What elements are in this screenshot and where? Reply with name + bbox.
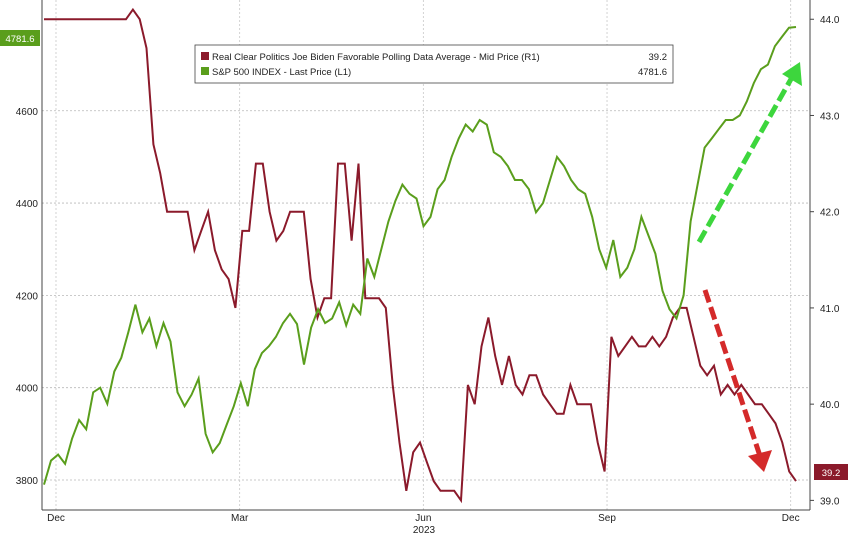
x-tick-label: Dec [782, 513, 800, 524]
red-trend-arrow [702, 289, 772, 472]
x-tick-label: Jun [415, 513, 431, 524]
legend: Real Clear Politics Joe Biden Favorable … [194, 44, 674, 84]
legend-swatch-biden [201, 52, 209, 60]
left-tick-label: 4400 [16, 199, 39, 210]
legend-value-biden: 39.2 [649, 52, 668, 63]
green-trend-arrow [696, 62, 802, 244]
legend-box [194, 44, 674, 84]
x-tick-label: Mar [231, 513, 249, 524]
biden-favorable-line [44, 7, 797, 504]
biden-last-tag-text: 39.2 [822, 468, 841, 479]
sp500-last-tag [0, 30, 40, 46]
trend-arrows [696, 62, 802, 472]
right-tick-label: 44.0 [820, 15, 840, 26]
right-tick-label: 39.0 [820, 496, 840, 507]
left-tick-label: 4000 [16, 384, 39, 395]
right-tick-label: 42.0 [820, 208, 840, 219]
x-tick-label: Dec [47, 513, 65, 524]
last-value-tags: 4781.6 39.2 [0, 30, 848, 480]
legend-label-biden: Real Clear Politics Joe Biden Favorable … [212, 52, 540, 63]
right-tick-label: 41.0 [820, 304, 840, 315]
left-tick-label: 3800 [16, 476, 39, 487]
right-tick-label: 43.0 [820, 111, 840, 122]
year-label: 2023 [413, 525, 436, 536]
gridlines [42, 0, 810, 510]
sp500-last-tag-text: 4781.6 [5, 34, 34, 45]
x-axis: 2023 Dec Mar Jun Sep Dec [42, 509, 810, 536]
left-tick-label: 4200 [16, 291, 39, 302]
biden-last-tag [814, 464, 848, 480]
left-tick-label: 4600 [16, 107, 39, 118]
series-lines [43, 7, 797, 504]
left-axis: 3800 4000 4200 4400 4600 [16, 0, 43, 510]
right-axis: 39.0 40.0 41.0 42.0 43.0 44.0 [809, 0, 840, 510]
right-tick-label: 40.0 [820, 400, 840, 411]
x-tick-label: Sep [598, 513, 616, 524]
legend-swatch-sp500 [201, 67, 209, 75]
sp500-line [43, 26, 797, 485]
legend-label-sp500: S&P 500 INDEX - Last Price (L1) [212, 67, 351, 78]
plot-area [42, 0, 810, 510]
legend-value-sp500: 4781.6 [638, 67, 667, 78]
